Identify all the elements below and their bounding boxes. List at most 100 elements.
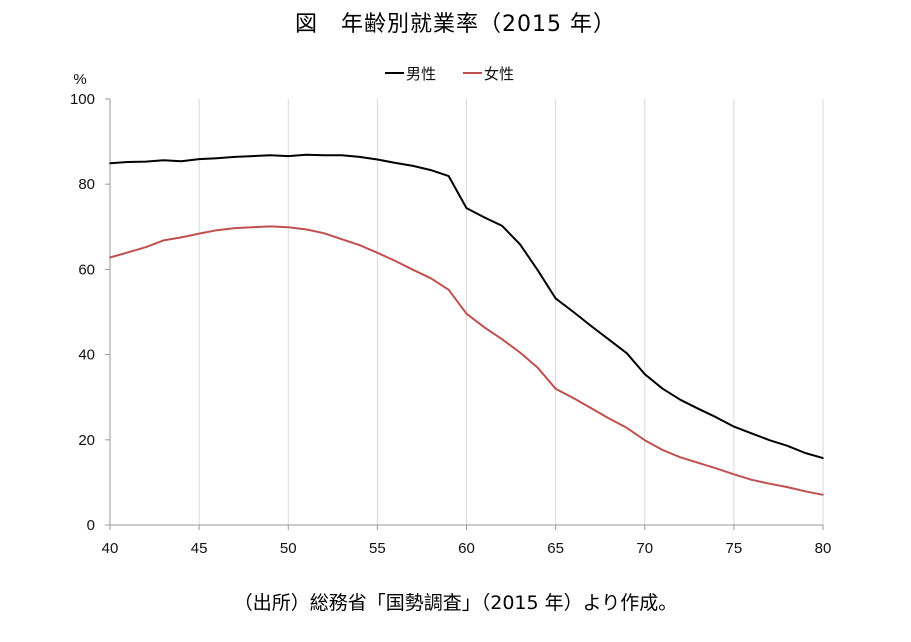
data-point-female-59 — [447, 289, 450, 291]
data-point-female-45 — [198, 232, 200, 235]
legend-label-female: 女性 — [484, 65, 514, 83]
data-point-female-67 — [590, 407, 593, 410]
y-tick-label-80: 80 — [78, 176, 95, 193]
data-point-male-48 — [251, 155, 254, 157]
data-point-male-78 — [786, 444, 789, 447]
source-note: （出所）総務省「国勢調査」（2015 年）より作成。 — [233, 592, 678, 614]
data-point-female-70 — [643, 439, 646, 442]
data-point-male-56 — [394, 162, 397, 164]
data-point-male-67 — [590, 325, 593, 327]
data-point-male-57 — [412, 165, 414, 167]
data-point-female-60 — [465, 312, 468, 315]
data-point-female-75 — [733, 473, 735, 476]
data-point-male-49 — [269, 154, 272, 157]
data-point-male-43 — [162, 159, 165, 162]
data-point-male-60 — [465, 207, 468, 209]
data-point-male-77 — [768, 439, 771, 442]
data-point-female-48 — [251, 226, 254, 229]
data-point-female-66 — [572, 397, 575, 399]
data-point-male-69 — [626, 352, 628, 355]
data-point-male-72 — [679, 398, 682, 401]
data-point-female-69 — [626, 427, 628, 429]
y-tick-label-100: 100 — [70, 91, 95, 108]
data-point-female-76 — [750, 479, 753, 481]
legend-label-male: 男性 — [406, 65, 436, 83]
data-point-female-65 — [554, 387, 557, 390]
data-point-male-58 — [430, 169, 432, 171]
data-point-male-63 — [519, 243, 521, 246]
data-point-female-41 — [127, 251, 129, 254]
data-point-female-63 — [519, 351, 521, 354]
data-point-female-52 — [323, 232, 325, 234]
data-point-female-71 — [661, 449, 664, 451]
data-point-female-42 — [144, 246, 147, 249]
data-point-female-57 — [412, 269, 414, 271]
data-point-female-61 — [483, 326, 486, 329]
data-point-female-64 — [537, 367, 539, 369]
chart-title: 図 年齢別就業率（2015 年） — [295, 12, 616, 37]
x-tick-label-40: 40 — [102, 540, 119, 557]
y-tick-label-0: 0 — [87, 517, 95, 534]
data-point-male-65 — [554, 297, 557, 300]
data-point-male-68 — [608, 338, 610, 341]
data-point-female-55 — [376, 251, 379, 254]
y-tick-label-60: 60 — [78, 261, 95, 278]
data-point-female-47 — [233, 227, 236, 229]
y-tick-label-20: 20 — [78, 432, 95, 449]
data-point-male-41 — [127, 161, 129, 163]
data-point-male-54 — [358, 156, 361, 158]
data-point-female-49 — [269, 225, 272, 228]
data-point-male-71 — [661, 387, 664, 390]
data-point-male-47 — [233, 156, 236, 158]
data-point-male-76 — [750, 432, 753, 435]
data-point-female-72 — [679, 456, 682, 459]
data-point-male-75 — [733, 425, 735, 428]
data-point-male-55 — [376, 158, 379, 161]
x-tick-label-75: 75 — [726, 540, 743, 557]
data-point-female-56 — [394, 260, 397, 262]
data-point-male-62 — [501, 225, 503, 227]
data-point-female-46 — [216, 229, 218, 232]
data-point-male-66 — [572, 311, 575, 313]
data-point-male-46 — [216, 157, 218, 160]
data-point-female-78 — [786, 486, 789, 488]
data-point-male-70 — [643, 373, 646, 375]
data-point-female-58 — [430, 277, 432, 280]
data-point-female-50 — [287, 226, 290, 229]
y-tick-label-40: 40 — [78, 347, 95, 364]
data-point-male-52 — [323, 154, 325, 157]
data-point-male-80 — [822, 457, 824, 459]
data-point-male-53 — [340, 154, 343, 157]
data-point-male-45 — [198, 158, 200, 160]
data-point-male-61 — [483, 216, 486, 219]
data-point-male-59 — [447, 175, 450, 177]
data-point-male-74 — [715, 416, 717, 419]
data-point-male-40 — [109, 162, 111, 165]
data-point-female-40 — [109, 256, 111, 259]
data-point-female-74 — [715, 467, 717, 470]
x-tick-label-80: 80 — [815, 540, 832, 557]
data-point-male-42 — [144, 160, 147, 163]
x-tick-label-55: 55 — [369, 540, 386, 557]
data-point-female-77 — [768, 482, 771, 485]
x-tick-label-65: 65 — [547, 540, 564, 557]
data-point-male-73 — [697, 407, 700, 410]
x-tick-label-50: 50 — [280, 540, 297, 557]
data-point-male-44 — [180, 160, 183, 162]
data-point-male-79 — [804, 452, 806, 454]
data-point-female-80 — [822, 493, 824, 496]
data-point-female-51 — [305, 228, 307, 231]
data-point-female-43 — [162, 239, 165, 242]
data-point-female-54 — [358, 244, 361, 246]
x-tick-label-70: 70 — [636, 540, 653, 557]
data-point-male-64 — [537, 269, 539, 272]
data-point-female-44 — [180, 236, 183, 239]
x-tick-label-60: 60 — [458, 540, 475, 557]
y-axis-unit-label: % — [73, 71, 86, 88]
x-tick-label-45: 45 — [191, 540, 208, 557]
data-point-female-62 — [501, 338, 503, 341]
data-point-female-73 — [697, 462, 700, 464]
data-point-female-53 — [340, 238, 343, 240]
data-point-male-51 — [305, 154, 307, 156]
